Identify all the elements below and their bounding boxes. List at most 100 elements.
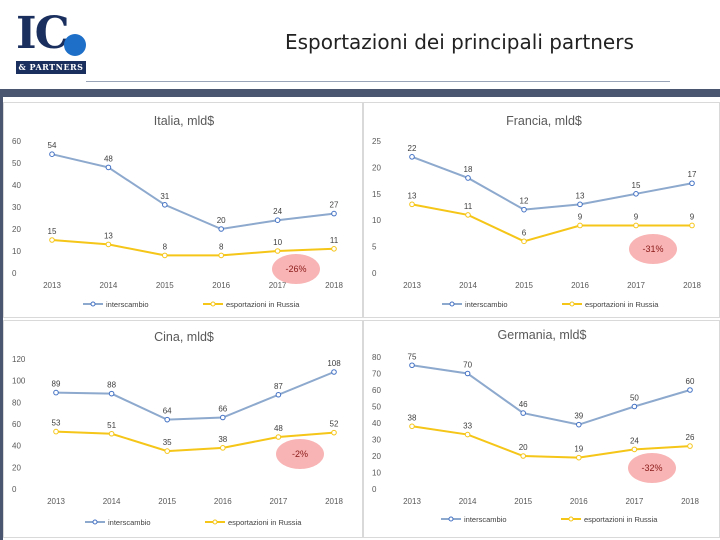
legend-label: esportazioni in Russia bbox=[226, 300, 300, 309]
chart-title: Germania, mld$ bbox=[498, 328, 587, 342]
series-line-russia bbox=[411, 203, 692, 243]
legend-label: interscambio bbox=[465, 300, 508, 309]
data-label: 51 bbox=[107, 421, 116, 430]
data-label: 17 bbox=[688, 170, 697, 179]
data-point bbox=[218, 252, 224, 259]
data-point bbox=[105, 164, 112, 171]
y-tick-label: 80 bbox=[372, 353, 381, 362]
data-label: 35 bbox=[163, 438, 172, 447]
legend-label: esportazioni in Russia bbox=[584, 515, 658, 524]
legend-marker bbox=[92, 519, 98, 525]
y-tick-label: 0 bbox=[12, 269, 17, 278]
y-tick-label: 0 bbox=[372, 485, 377, 494]
y-tick-label: 20 bbox=[372, 452, 381, 461]
legend-label: esportazioni in Russia bbox=[585, 300, 659, 309]
x-tick-label: 2014 bbox=[459, 497, 477, 506]
data-label: 87 bbox=[274, 382, 283, 391]
data-point bbox=[521, 206, 527, 213]
data-point bbox=[576, 454, 582, 461]
data-point bbox=[689, 180, 695, 187]
data-label: 6 bbox=[522, 228, 527, 237]
data-point bbox=[108, 390, 115, 397]
data-label: 88 bbox=[107, 381, 116, 390]
data-label: 9 bbox=[578, 212, 583, 221]
data-point bbox=[218, 226, 224, 232]
series-line-russia bbox=[55, 430, 335, 453]
y-tick-label: 60 bbox=[12, 420, 21, 429]
legend-marker bbox=[449, 301, 455, 307]
data-label: 13 bbox=[576, 191, 585, 200]
data-point bbox=[53, 389, 59, 396]
series-line-russia bbox=[51, 239, 335, 257]
y-tick-label: 120 bbox=[12, 355, 26, 364]
data-label: 11 bbox=[330, 236, 339, 245]
x-tick-label: 2015 bbox=[156, 281, 174, 290]
y-tick-label: 60 bbox=[12, 137, 21, 146]
x-tick-label: 2013 bbox=[403, 281, 421, 290]
y-tick-label: 10 bbox=[12, 247, 21, 256]
data-label: 60 bbox=[686, 377, 695, 386]
x-tick-label: 2015 bbox=[515, 281, 533, 290]
series-line-interscambio bbox=[411, 364, 691, 426]
data-label: 18 bbox=[464, 165, 473, 174]
data-point bbox=[274, 217, 281, 223]
data-label: 9 bbox=[690, 212, 695, 221]
data-point bbox=[465, 212, 471, 218]
data-point bbox=[331, 210, 337, 217]
data-label: 13 bbox=[408, 191, 417, 200]
data-point bbox=[164, 416, 170, 423]
y-tick-label: 10 bbox=[372, 216, 381, 225]
x-tick-label: 2015 bbox=[514, 497, 532, 506]
data-point bbox=[687, 387, 693, 393]
data-label: 33 bbox=[463, 422, 472, 431]
legend-marker bbox=[568, 516, 574, 522]
change-badge-label: -26% bbox=[285, 264, 306, 274]
data-label: 8 bbox=[219, 242, 224, 251]
data-point bbox=[520, 453, 526, 459]
data-label: 24 bbox=[273, 207, 282, 216]
chart-title: Cina, mld$ bbox=[154, 330, 214, 344]
data-label: 13 bbox=[104, 231, 113, 240]
data-label: 20 bbox=[519, 443, 528, 452]
data-point bbox=[409, 201, 415, 208]
legend-label: interscambio bbox=[106, 300, 149, 309]
x-tick-label: 2018 bbox=[325, 497, 343, 506]
data-point bbox=[687, 443, 693, 449]
data-label: 24 bbox=[630, 436, 639, 445]
data-label: 12 bbox=[520, 197, 529, 206]
data-label: 66 bbox=[218, 405, 227, 414]
change-badge-label: -2% bbox=[292, 449, 308, 459]
data-point bbox=[520, 410, 526, 416]
data-point bbox=[331, 369, 337, 375]
data-point bbox=[409, 423, 415, 430]
y-tick-label: 70 bbox=[372, 370, 381, 379]
y-tick-label: 30 bbox=[12, 203, 21, 212]
data-label: 70 bbox=[463, 361, 472, 370]
logo-subtitle: & PARTNERS bbox=[16, 61, 86, 74]
data-point bbox=[274, 248, 281, 254]
x-tick-label: 2015 bbox=[158, 497, 176, 506]
data-point bbox=[689, 222, 695, 229]
y-tick-label: 20 bbox=[12, 225, 21, 234]
data-point bbox=[220, 445, 226, 451]
chart-francia: Francia, mld$ 0 5 10 15 20 25 2013 2014 2015 2016 2… bbox=[372, 114, 701, 309]
y-tick-label: 60 bbox=[372, 386, 381, 395]
data-point bbox=[409, 154, 415, 160]
data-label: 22 bbox=[408, 144, 417, 153]
data-point bbox=[409, 362, 415, 369]
title-divider bbox=[86, 81, 670, 82]
data-point bbox=[164, 448, 170, 454]
change-badge-label: -31% bbox=[642, 244, 663, 254]
data-label: 54 bbox=[48, 141, 57, 150]
y-tick-label: 40 bbox=[372, 419, 381, 428]
data-point bbox=[331, 246, 337, 252]
y-tick-label: 0 bbox=[12, 485, 17, 494]
data-label: 15 bbox=[48, 227, 57, 236]
data-point bbox=[331, 429, 337, 436]
data-point bbox=[633, 191, 639, 197]
change-badge bbox=[628, 453, 676, 483]
data-label: 50 bbox=[630, 394, 639, 403]
logo: IC & PARTNERS bbox=[14, 12, 88, 74]
data-point bbox=[162, 252, 168, 259]
